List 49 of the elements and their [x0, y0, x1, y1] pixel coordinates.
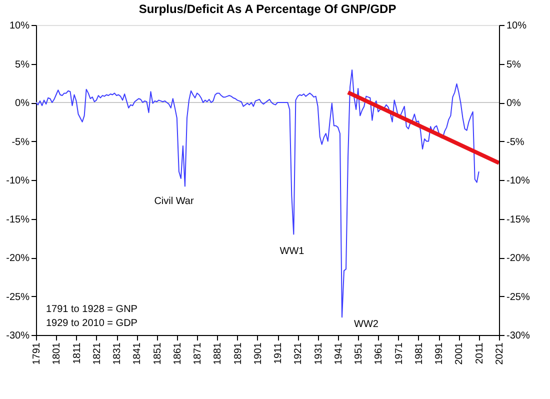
x-tick-label: 1871 [192, 342, 204, 365]
x-tick-label: 1921 [293, 342, 304, 365]
x-tick-label: 1841 [132, 342, 144, 365]
x-tick-label: 1931 [313, 342, 324, 365]
x-tick-label: 2021 [494, 342, 506, 365]
y2-tick-label: 5% [506, 59, 522, 70]
x-tick-label: 1911 [273, 342, 284, 364]
annotation: WW2 [354, 319, 379, 330]
x-tick-label: 2011 [474, 342, 486, 364]
x-tick-label: 1861 [172, 342, 184, 365]
y2-tick-label: -5% [506, 136, 524, 148]
y2-tick-label: -25% [506, 292, 530, 303]
y2-tick-label: 0% [506, 98, 522, 109]
y2-tick-label: -10% [506, 176, 530, 186]
x-tick-label: 1951 [354, 342, 365, 365]
annotation: 1929 to 2010 = GDP [46, 318, 138, 329]
x-tick-label: 1801 [52, 342, 63, 365]
x-tick-label: 1991 [434, 342, 446, 365]
x-tick-label: 1971 [394, 342, 405, 365]
line-series [36, 69, 480, 318]
annotation: WW1 [280, 246, 305, 257]
y-tick-label: -15% [6, 214, 30, 226]
x-tick-label: 1891 [232, 342, 244, 365]
x-tick-label: 1851 [152, 342, 164, 365]
x-tick-label: 1981 [414, 342, 425, 365]
y2-tick-label: -15% [506, 214, 530, 226]
y2-tick-label: -20% [506, 253, 530, 264]
x-tick-label: 1811 [72, 342, 83, 364]
y-tick-label: -25% [6, 292, 30, 303]
y-tick-label: 10% [9, 20, 30, 32]
y2-tick-label: -30% [506, 330, 530, 342]
y-tick-label: 0% [15, 98, 30, 109]
x-tick-label: 1791 [32, 342, 42, 365]
x-tick-label: 1961 [374, 342, 385, 365]
x-tick-label: 2001 [454, 342, 466, 365]
x-tick-label: 1821 [92, 342, 103, 365]
annotation: 1791 to 1928 = GNP [46, 304, 138, 315]
x-tick-label: 1881 [212, 342, 224, 365]
x-tick-label: 1831 [112, 342, 124, 365]
y-tick-label: 5% [15, 59, 30, 70]
y-tick-label: -5% [12, 136, 30, 148]
chart-title: Surplus/Deficit As A Percentage Of GNP/GDP [138, 2, 396, 16]
y-tick-label: -10% [6, 176, 30, 186]
annotation: Civil War [154, 196, 194, 207]
y2-tick-label: 10% [506, 20, 527, 32]
x-tick-label: 1901 [252, 342, 264, 365]
x-tick-label: 1941 [333, 342, 344, 365]
y-tick-label: -20% [6, 253, 30, 264]
y-tick-label: -30% [6, 330, 30, 342]
